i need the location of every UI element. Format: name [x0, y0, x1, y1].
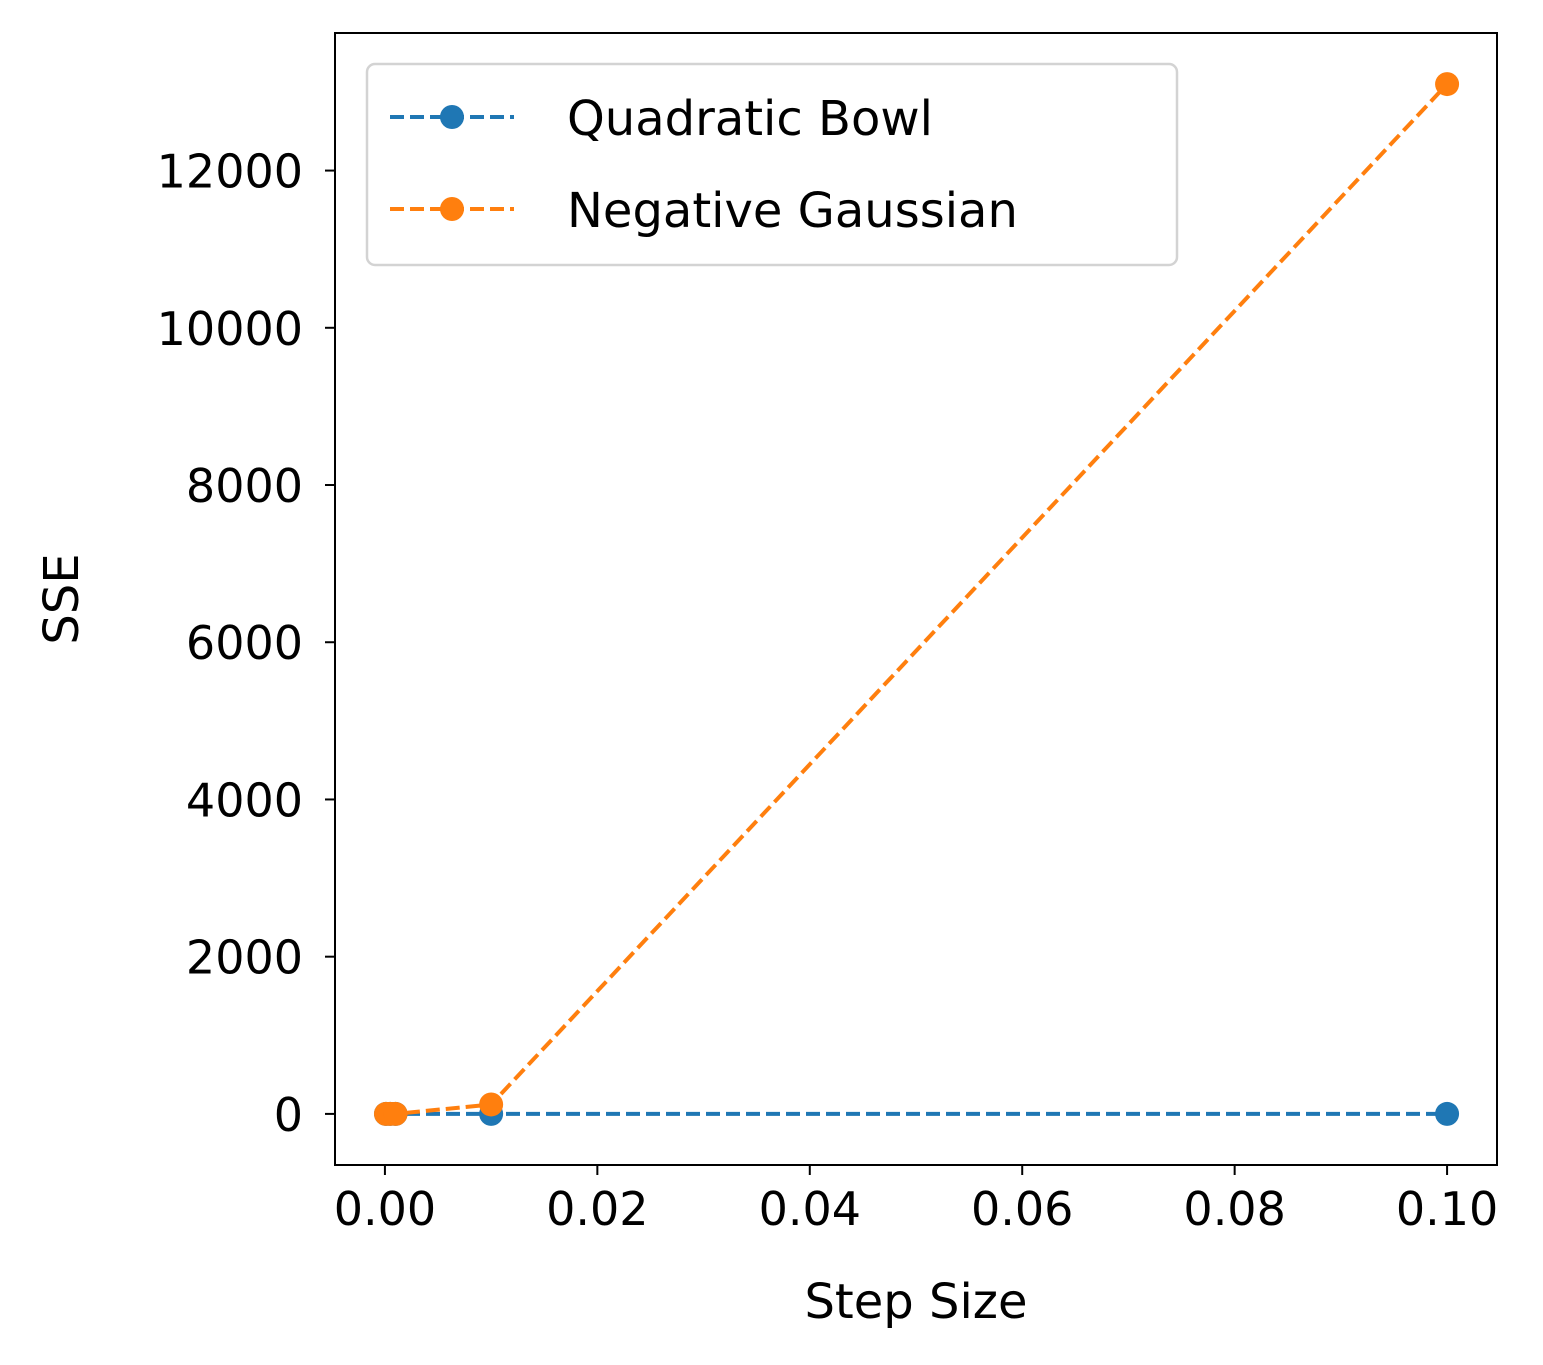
series-layer	[373, 72, 1460, 1126]
x-tick-label: 0.08	[1183, 1182, 1285, 1236]
y-tick-label: 10000	[157, 302, 303, 356]
legend: Quadratic Bowl Negative Gaussian	[365, 62, 1179, 267]
x-tick-label: 0.06	[971, 1182, 1073, 1236]
x-tick-label: 0.00	[334, 1182, 436, 1236]
data-point-quadratic-bowl	[1435, 1101, 1460, 1126]
y-axis-label: SSE	[34, 553, 90, 644]
legend-marker-quadratic-bowl	[440, 105, 464, 129]
y-tick-label: 4000	[186, 773, 303, 827]
y-tick-label: 6000	[186, 616, 303, 670]
x-tick-label: 0.02	[546, 1182, 648, 1236]
legend-box	[365, 62, 1179, 267]
y-tick-label: 0	[274, 1088, 303, 1142]
y-axis-ticks: 0 2000 4000 6000 8000 10000 12000	[157, 145, 335, 1142]
data-point-negative-gaussian	[383, 1101, 408, 1126]
y-tick-label: 8000	[186, 459, 303, 513]
x-axis-label: Step Size	[804, 1274, 1027, 1330]
legend-label-negative-gaussian: Negative Gaussian	[567, 183, 1018, 239]
y-tick-label: 2000	[186, 931, 303, 985]
legend-label-quadratic-bowl: Quadratic Bowl	[567, 91, 933, 147]
data-point-negative-gaussian	[1435, 72, 1460, 97]
plot-frame	[334, 32, 1498, 1166]
x-tick-label: 0.04	[759, 1182, 861, 1236]
x-axis-ticks: 0.00 0.02 0.04 0.06 0.08 0.10	[334, 1165, 1498, 1236]
x-tick-label: 0.10	[1396, 1182, 1498, 1236]
data-point-negative-gaussian	[479, 1092, 504, 1117]
y-tick-label: 12000	[157, 145, 303, 199]
legend-marker-negative-gaussian	[440, 197, 464, 221]
